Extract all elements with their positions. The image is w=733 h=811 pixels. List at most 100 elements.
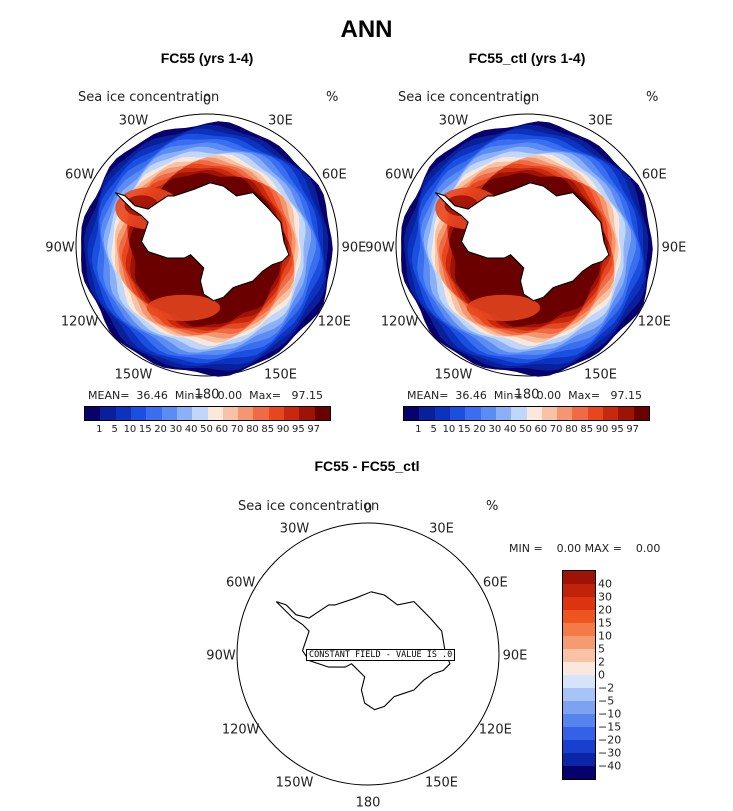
colorbar-tick-label: 85 — [261, 424, 275, 435]
diff-lon-label: 90W — [206, 648, 236, 664]
colorbar-swatch — [130, 407, 147, 420]
panel-1-lon-label: 150W — [114, 367, 153, 383]
colorbar-tick-label: 50 — [519, 424, 532, 435]
colorbar-tick-label: 15 — [138, 424, 152, 435]
constant-field-note: CONSTANT FIELD - VALUE IS .0 — [306, 649, 456, 661]
colorbar-tick-label: 80 — [565, 424, 578, 435]
colorbar-tick-label: 30 — [169, 424, 183, 435]
diff-colorbar — [562, 570, 596, 780]
panel-2-lon-label: 120W — [380, 314, 419, 329]
colorbar-tick-label: 10 — [598, 629, 612, 643]
colorbar-swatch — [563, 675, 595, 688]
ross-ice-max — [146, 294, 221, 321]
colorbar-swatch — [268, 407, 285, 420]
page-title: ANN — [340, 16, 393, 43]
colorbar-swatch — [563, 623, 595, 636]
colorbar-tick-label: 10 — [123, 424, 137, 435]
colorbar-tick-label: 20 — [154, 424, 167, 435]
colorbar-tick-label: 70 — [230, 424, 244, 435]
colorbar-tick-label: 97 — [626, 424, 640, 435]
panel-2-lon-label: 90W — [365, 240, 395, 256]
colorbar-swatch — [480, 407, 496, 420]
panel-1-variable-label: Sea ice concentration — [78, 90, 220, 105]
colorbar-swatch — [146, 407, 162, 420]
panel-1-lon-label: 120E — [317, 314, 351, 329]
colorbar-tick-label: −30 — [598, 746, 622, 760]
colorbar-swatch — [192, 407, 208, 420]
colorbar-swatch — [633, 407, 649, 420]
colorbar-tick-label: 95 — [292, 424, 305, 435]
colorbar-tick-label: −5 — [598, 694, 615, 708]
colorbar-tick-label: 90 — [595, 424, 609, 435]
diff-lon-label: 60E — [482, 575, 508, 590]
colorbar-tick-label: 30 — [488, 424, 502, 435]
colorbar-tick-label: −10 — [598, 707, 622, 721]
colorbar-swatch — [563, 662, 595, 675]
panel-1-lon-label: 180 — [194, 387, 220, 403]
colorbar-swatch — [253, 407, 269, 420]
panel-2-lon-label: 60W — [384, 167, 415, 182]
colorbar-tick-label: 95 — [611, 424, 624, 435]
colorbar-swatch — [85, 407, 101, 420]
panel-2-title: FC55_ctl (yrs 1-4) — [468, 50, 586, 66]
colorbar-tick-label: 5 — [430, 424, 437, 435]
colorbar-swatch — [557, 407, 573, 420]
colorbar-tick-label: 70 — [549, 424, 563, 435]
colorbar-tick-label: 20 — [473, 424, 486, 435]
panel-1-lon-label: 30E — [268, 113, 293, 129]
colorbar-tick-label: 1 — [415, 424, 422, 435]
colorbar-swatch — [434, 407, 450, 420]
colorbar-swatch — [563, 740, 595, 753]
colorbar-tick-label: 40 — [598, 577, 612, 591]
colorbar-tick-label: 20 — [598, 603, 612, 617]
colorbar-tick-label: −2 — [598, 681, 615, 695]
colorbar-tick-label: 85 — [580, 424, 594, 435]
colorbar-tick-label: 90 — [276, 424, 290, 435]
colorbar-swatch — [176, 407, 193, 420]
colorbar-tick-label: 80 — [246, 424, 259, 435]
panel-2-variable-label: Sea ice concentration — [398, 90, 540, 105]
colorbar-swatch — [563, 571, 595, 584]
colorbar-tick-label: 50 — [200, 424, 213, 435]
colorbar-swatch — [100, 407, 116, 420]
panel-2-lon-label: 30E — [588, 113, 613, 129]
colorbar-swatch — [419, 407, 435, 420]
diff-lon-label: 60W — [225, 575, 256, 590]
panel-1-lon-label: 90W — [45, 240, 75, 256]
colorbar-swatch — [563, 688, 595, 701]
diff-panel-title: FC55 - FC55_ctl — [314, 458, 420, 474]
panel-2-colorbar — [403, 406, 650, 421]
panel-1-colorbar — [84, 406, 331, 421]
panel-1-lon-label: 60E — [321, 167, 347, 182]
diff-lon-label: 150W — [275, 775, 314, 791]
colorbar-swatch — [314, 407, 330, 420]
colorbar-swatch — [563, 714, 595, 727]
colorbar-swatch — [563, 636, 595, 649]
colorbar-swatch — [563, 584, 595, 597]
panel-2-lon-label: 30W — [438, 113, 469, 129]
panel-1-lon-label: 0 — [202, 93, 212, 109]
panel-1-lon-label: 30W — [118, 113, 149, 129]
colorbar-tick-label: 60 — [534, 424, 548, 435]
colorbar-swatch — [563, 727, 595, 740]
diff-unit: % — [486, 499, 499, 514]
colorbar-swatch — [511, 407, 527, 420]
colorbar-tick-label: 40 — [503, 424, 517, 435]
colorbar-swatch — [563, 649, 595, 662]
panel-1-title: FC55 (yrs 1-4) — [160, 50, 254, 66]
colorbar-tick-label: 1 — [96, 424, 103, 435]
diff-lon-label: 150E — [424, 775, 459, 791]
colorbar-swatch — [563, 610, 595, 623]
colorbar-swatch — [404, 407, 420, 420]
diff-lon-label: 180 — [355, 795, 381, 811]
panel-2-lon-label: 90E — [661, 240, 687, 256]
colorbar-swatch — [603, 407, 619, 420]
colorbar-tick-label: 97 — [307, 424, 321, 435]
colorbar-swatch — [572, 407, 588, 420]
colorbar-tick-label: 5 — [111, 424, 118, 435]
diff-lon-label: 30W — [279, 521, 310, 537]
colorbar-swatch — [299, 407, 315, 420]
colorbar-swatch — [495, 407, 512, 420]
